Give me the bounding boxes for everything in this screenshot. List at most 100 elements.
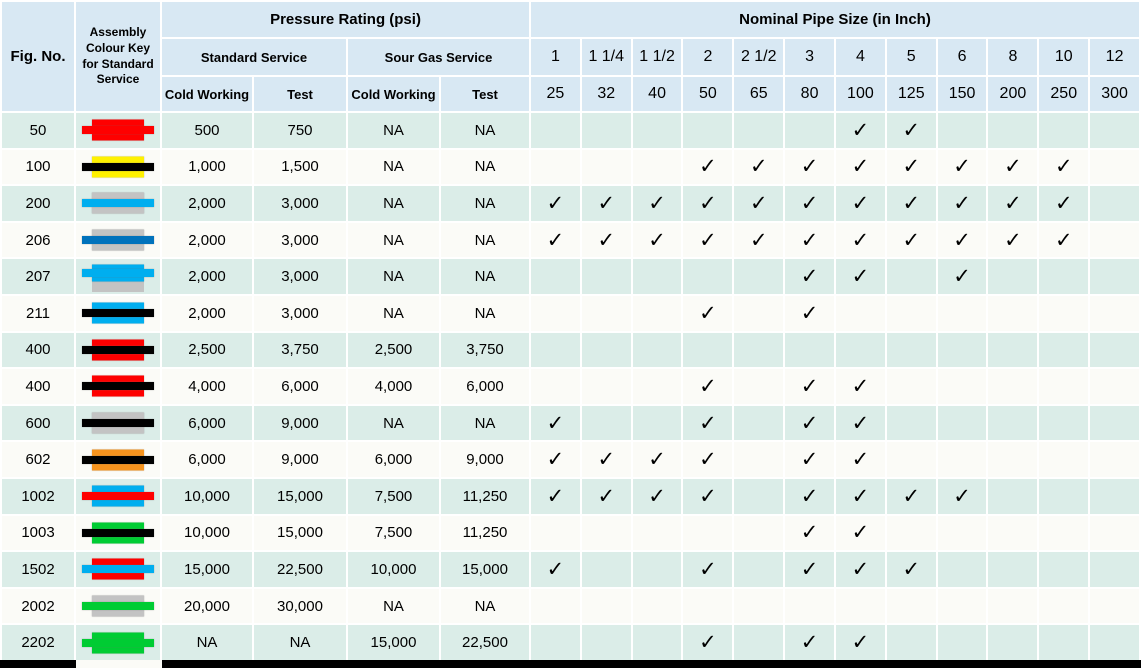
checkmark-icon: ✓: [902, 117, 921, 142]
assembly-colour-key: [76, 369, 160, 404]
pipe-size-availability-cell: [581, 295, 631, 331]
pipe-size-availability-cell: [531, 369, 580, 404]
standard-cold-working-cell: 10,000: [162, 515, 252, 551]
header-standard-test: Test: [254, 77, 346, 111]
key-line-bar: [82, 162, 154, 171]
checkmark-icon: ✓: [699, 483, 717, 508]
checkmark-icon: ✓: [851, 154, 870, 179]
pipe-size-availability-cell: [988, 515, 1038, 551]
sour-test-cell: 22,500: [441, 625, 529, 660]
assembly-colour-key: [76, 222, 160, 258]
pipe-size-availability-cell: [988, 113, 1038, 148]
standard-cold-working-cell: 1,000: [162, 149, 252, 185]
checkmark-icon: ✓: [749, 190, 768, 215]
sour-cold-working-cell: NA: [348, 113, 439, 148]
pipe-size-availability-cell: [886, 515, 936, 551]
standard-test-cell: 15,000: [254, 515, 346, 551]
pipe-size-availability-cell: [531, 332, 580, 368]
pipe-size-availability-cell: [937, 113, 987, 148]
pipe-size-availability-cell: [581, 149, 631, 185]
standard-cold-working-cell: 20,000: [162, 588, 252, 624]
assembly-colour-key: [76, 259, 160, 294]
key-line-bar: [82, 565, 154, 574]
pipe-size-availability-cell: ✓: [581, 186, 631, 221]
pipe-size-availability-cell: [632, 405, 682, 441]
key-line-bar: [82, 382, 154, 391]
pipe-size-availability-cell: ✓: [531, 222, 580, 258]
checkmark-icon: ✓: [851, 373, 870, 398]
standard-test-cell: 15,000: [254, 478, 346, 514]
checkmark-icon: ✓: [699, 190, 717, 215]
pipe-size-availability-cell: [937, 588, 987, 624]
pipe-size-availability-cell: ✓: [785, 625, 834, 660]
sour-test-cell: 11,250: [441, 515, 529, 551]
standard-test-cell: 3,750: [254, 332, 346, 368]
pipe-size-availability-cell: ✓: [581, 442, 631, 477]
checkmark-icon: ✓: [800, 447, 819, 472]
checkmark-icon: ✓: [1004, 154, 1022, 179]
key-line-bar: [82, 345, 154, 354]
standard-test-cell: 1,500: [254, 149, 346, 185]
pipe-size-availability-cell: [1039, 332, 1089, 368]
pipe-size-inch-label: 1 1/2: [632, 39, 682, 75]
header-sour-test: Test: [441, 77, 529, 111]
pipe-size-availability-cell: ✓: [785, 149, 834, 185]
checkmark-icon: ✓: [597, 190, 616, 215]
bottom-strip-black-right: [162, 659, 1141, 668]
standard-cold-working-cell: 6,000: [162, 442, 252, 477]
assembly-colour-key: [76, 515, 160, 551]
pipe-size-availability-cell: [937, 552, 987, 587]
standard-cold-working-cell: 6,000: [162, 405, 252, 441]
assembly-colour-key: [76, 405, 160, 441]
standard-test-cell: 6,000: [254, 369, 346, 404]
checkmark-icon: ✓: [800, 630, 819, 655]
pipe-size-availability-cell: ✓: [734, 186, 784, 221]
pipe-size-availability-cell: [734, 625, 784, 660]
pipe-size-inch-label: 12: [1090, 39, 1139, 75]
pipe-size-availability-cell: ✓: [632, 186, 682, 221]
fig-no-cell: 100: [2, 149, 74, 185]
checkmark-icon: ✓: [800, 264, 819, 289]
checkmark-icon: ✓: [800, 190, 819, 215]
pipe-size-availability-cell: ✓: [683, 295, 733, 331]
fig-no-cell: 1003: [2, 515, 74, 551]
fig-no-cell: 600: [2, 405, 74, 441]
sour-test-cell: NA: [441, 149, 529, 185]
standard-cold-working-cell: 2,000: [162, 222, 252, 258]
pipe-size-availability-cell: ✓: [683, 186, 733, 221]
standard-test-cell: 30,000: [254, 588, 346, 624]
checkmark-icon: ✓: [1054, 190, 1073, 215]
sour-test-cell: NA: [441, 588, 529, 624]
checkmark-icon: ✓: [851, 410, 870, 435]
pipe-size-availability-cell: [734, 405, 784, 441]
checkmark-icon: ✓: [648, 483, 666, 508]
assembly-colour-key: [76, 478, 160, 514]
pipe-size-availability-cell: [886, 332, 936, 368]
assembly-colour-key: [76, 625, 160, 660]
pipe-size-inch-label: 1: [531, 39, 580, 75]
pipe-size-availability-cell: [886, 259, 936, 294]
pipe-size-availability-cell: [988, 478, 1038, 514]
pipe-size-availability-cell: ✓: [835, 186, 885, 221]
sour-cold-working-cell: 7,500: [348, 478, 439, 514]
pipe-size-availability-cell: [734, 515, 784, 551]
checkmark-icon: ✓: [648, 447, 666, 472]
pipe-size-availability-cell: [988, 552, 1038, 587]
standard-cold-working-cell: 2,500: [162, 332, 252, 368]
pipe-size-availability-cell: ✓: [531, 186, 580, 221]
pipe-size-availability-cell: ✓: [785, 442, 834, 477]
checkmark-icon: ✓: [851, 483, 870, 508]
checkmark-icon: ✓: [1054, 154, 1073, 179]
pipe-size-mm-label: 65: [734, 77, 784, 111]
pipe-size-availability-cell: ✓: [531, 552, 580, 587]
pipe-size-availability-cell: [683, 588, 733, 624]
pipe-size-availability-cell: [581, 552, 631, 587]
checkmark-icon: ✓: [546, 190, 565, 215]
pipe-size-availability-cell: [1039, 259, 1089, 294]
key-line-bar: [82, 236, 154, 245]
pipe-size-availability-cell: [988, 259, 1038, 294]
pipe-size-availability-cell: [988, 369, 1038, 404]
pipe-size-availability-cell: [632, 625, 682, 660]
pipe-size-availability-cell: ✓: [886, 186, 936, 221]
pipe-size-availability-cell: [1039, 442, 1089, 477]
